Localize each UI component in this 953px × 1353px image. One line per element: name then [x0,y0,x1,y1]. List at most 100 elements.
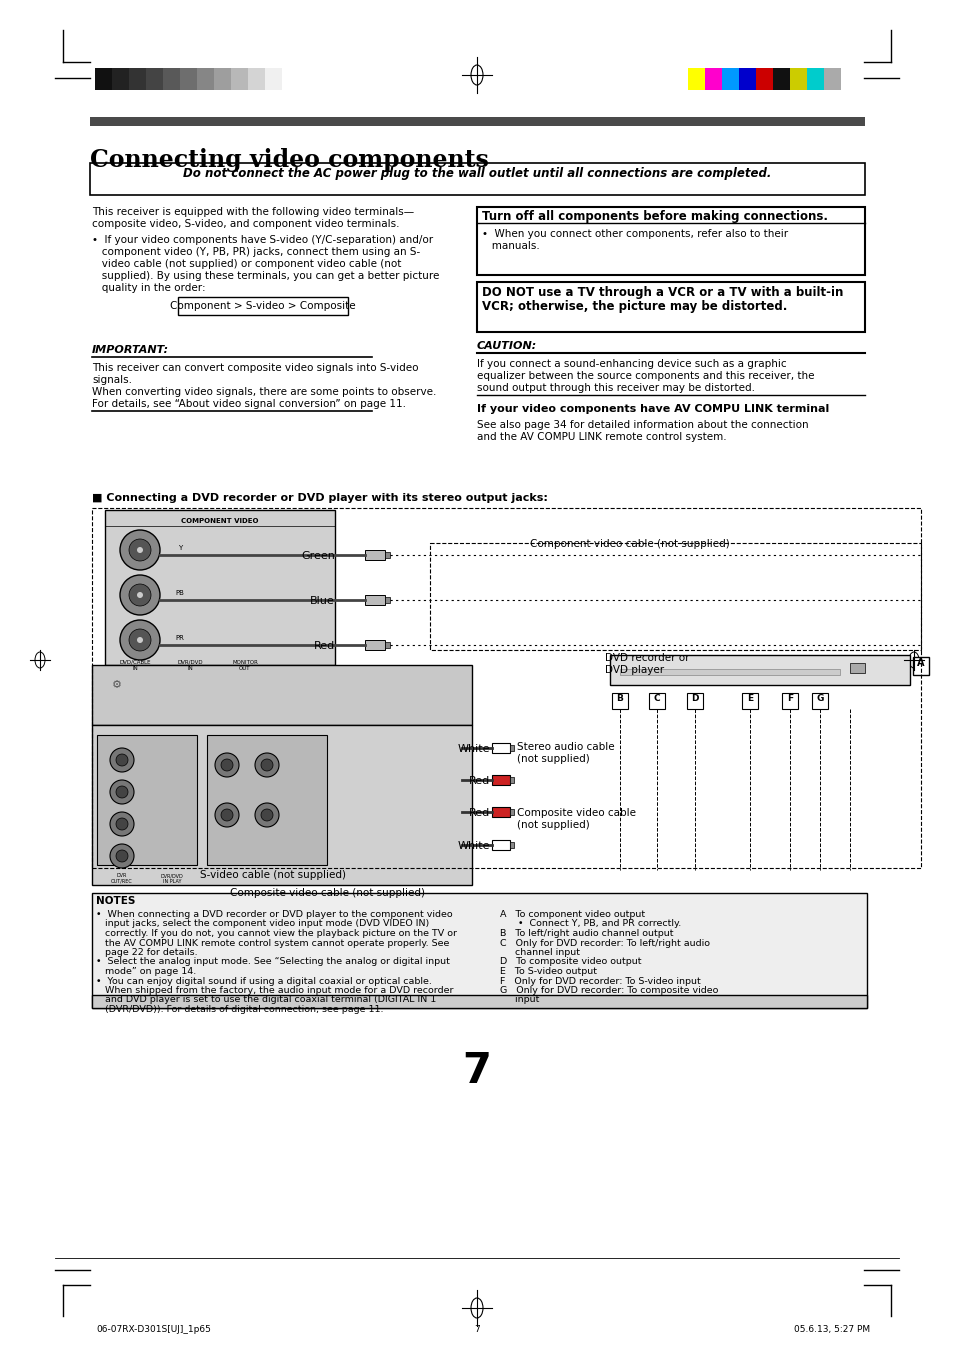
Bar [90,162,864,195]
Bar [178,298,348,315]
Text: correctly. If you do not, you cannot view the playback picture on the TV or: correctly. If you do not, you cannot vie… [96,930,456,938]
Bar [91,666,472,725]
Bar [823,68,841,91]
Bar [129,68,146,91]
Bar [95,68,112,91]
Text: S-video cable (not supplied): S-video cable (not supplied) [200,870,346,879]
Text: G: G [816,694,822,704]
Text: (not supplied): (not supplied) [517,820,589,829]
Bar [686,693,702,709]
Circle shape [110,844,133,869]
Bar [213,68,231,91]
Circle shape [116,850,128,862]
Text: DVR/DVD
IN PLAY: DVR/DVD IN PLAY [160,873,183,884]
Text: (not supplied): (not supplied) [517,754,589,764]
Bar [811,693,827,709]
Text: mode” on page 14.: mode” on page 14. [96,967,196,976]
Circle shape [120,575,160,616]
Bar [365,595,385,605]
Bar [163,68,180,91]
Text: Composite video cable (not supplied): Composite video cable (not supplied) [230,888,424,898]
Text: Stereo audio cable: Stereo audio cable [517,741,614,752]
Text: equalizer between the source components and this receiver, the: equalizer between the source components … [476,371,814,382]
Text: When shipped from the factory, the audio input mode for a DVD recorder: When shipped from the factory, the audio… [96,986,453,994]
Bar [492,840,510,850]
Text: Do not connect the AC power plug to the wall outlet until all connections are co: Do not connect the AC power plug to the … [183,166,770,180]
Text: E   To S-video output: E To S-video output [499,967,597,976]
Circle shape [261,759,273,771]
Text: •  When connecting a DVD recorder or DVD player to the component video: • When connecting a DVD recorder or DVD … [96,911,452,919]
Text: signals.: signals. [91,375,132,386]
Circle shape [137,593,143,598]
Bar [97,735,196,865]
Text: Turn off all components before making connections.: Turn off all components before making co… [481,210,827,223]
Circle shape [129,629,151,651]
Text: B: B [616,694,622,704]
Bar [492,743,510,754]
Text: F: F [786,694,792,704]
Bar [90,116,864,126]
Circle shape [120,530,160,570]
Bar [365,551,385,560]
Text: F   Only for DVD recorder: To S-video input: F Only for DVD recorder: To S-video inpu… [499,977,700,985]
Text: DVD player: DVD player [604,666,663,675]
Bar [612,693,627,709]
Text: quality in the order:: quality in the order: [91,283,206,294]
Text: component video (Y, PB, PR) jacks, connect them using an S-: component video (Y, PB, PR) jacks, conne… [91,248,420,257]
Text: Composite video cable: Composite video cable [517,808,636,819]
Circle shape [110,748,133,773]
Text: PB: PB [175,590,184,597]
Text: Connecting video components: Connecting video components [90,147,488,172]
Text: DVD/CABLE
IN: DVD/CABLE IN [119,660,151,671]
Text: A   To component video output: A To component video output [499,911,644,919]
Circle shape [110,779,133,804]
Circle shape [254,754,278,777]
Bar [806,68,823,91]
Bar [385,643,390,648]
Text: DO NOT use a TV through a VCR or a TV with a built-in: DO NOT use a TV through a VCR or a TV wi… [481,285,842,299]
Text: sound output through this receiver may be distorted.: sound output through this receiver may b… [476,383,754,392]
Bar [687,68,704,91]
Text: If you connect a sound-enhancing device such as a graphic: If you connect a sound-enhancing device … [476,359,786,369]
Bar [365,640,385,649]
Text: Red: Red [314,641,335,651]
Bar [105,510,335,666]
Bar [609,655,909,685]
Bar [755,68,772,91]
Bar [231,68,248,91]
Bar [772,68,789,91]
Bar [739,68,755,91]
Text: the AV COMPU LINK remote control system cannot operate properly. See: the AV COMPU LINK remote control system … [96,939,449,947]
Bar [180,68,196,91]
Bar [648,693,664,709]
Text: •  If your video components have S-video (Y/C-separation) and/or: • If your video components have S-video … [91,235,433,245]
Bar [789,68,806,91]
Bar [704,68,721,91]
Bar [510,809,514,815]
Bar [721,68,739,91]
Circle shape [129,584,151,606]
Text: IMPORTANT:: IMPORTANT: [91,345,169,354]
Text: page 22 for details.: page 22 for details. [96,948,197,957]
Text: DVR
OUT/REC: DVR OUT/REC [111,873,132,884]
Text: See also page 34 for detailed information about the connection: See also page 34 for detailed informatio… [476,419,808,430]
Text: video cable (not supplied) or component video cable (not: video cable (not supplied) or component … [91,258,401,269]
Bar [510,842,514,848]
Bar [248,68,265,91]
Bar [91,994,866,1008]
Bar [265,68,282,91]
Circle shape [214,802,239,827]
Bar [510,746,514,751]
Text: NOTES: NOTES [96,896,135,907]
Text: E: E [746,694,752,704]
Circle shape [137,637,143,643]
Bar [492,806,510,817]
Bar [741,693,758,709]
Bar [91,725,472,885]
Bar [476,281,864,331]
Text: C   Only for DVD recorder: To left/right audio: C Only for DVD recorder: To left/right a… [499,939,709,947]
Bar [196,68,213,91]
Text: DVD recorder or: DVD recorder or [604,653,689,663]
Text: Component video cable (not supplied): Component video cable (not supplied) [530,538,729,549]
Bar [91,507,920,869]
